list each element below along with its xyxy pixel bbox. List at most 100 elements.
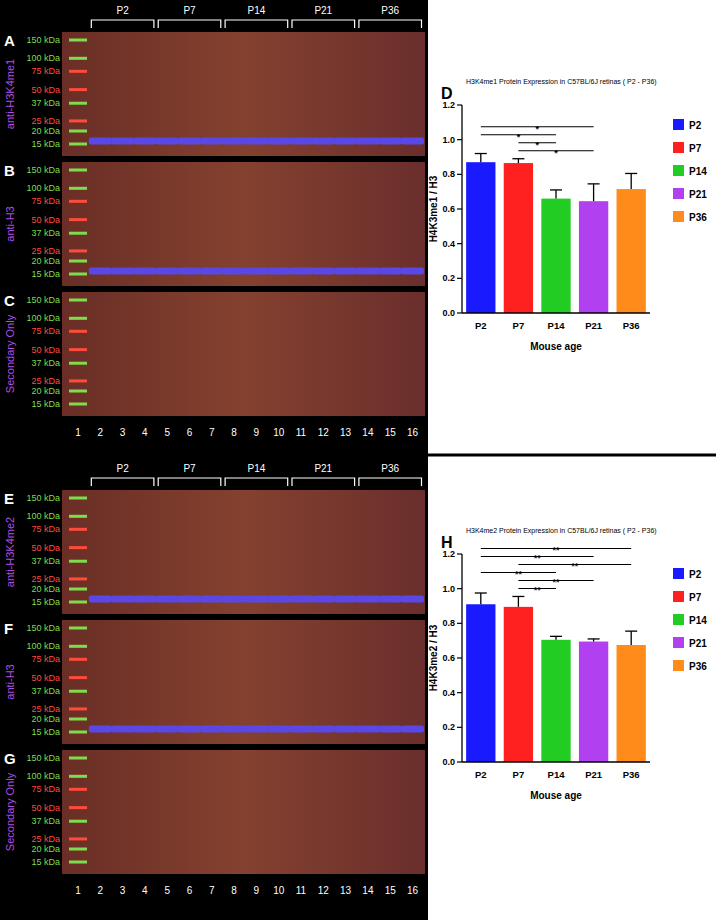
- y-axis: [461, 554, 462, 762]
- lane-number: 10: [273, 427, 285, 438]
- lane-number: 16: [407, 885, 419, 896]
- lane-number: 2: [98, 885, 104, 896]
- error-cap: [475, 153, 487, 154]
- legend-label: P14: [689, 166, 707, 177]
- protein-band: [156, 726, 179, 733]
- y-tick: [457, 692, 462, 693]
- protein-band: [223, 726, 246, 733]
- group-label: P21: [314, 5, 332, 16]
- lane-number: 5: [164, 427, 170, 438]
- error-bar: [550, 190, 562, 199]
- ladder-label: 150 kDa: [26, 493, 60, 503]
- significance-label: *: [517, 132, 521, 142]
- error-bar: [475, 154, 487, 163]
- ladder-label: 37 kDa: [31, 98, 60, 108]
- legend-label: P2: [689, 569, 702, 580]
- bar: [504, 607, 533, 762]
- ladder-band: [69, 707, 87, 710]
- protein-band: [178, 726, 201, 733]
- y-tick: [457, 174, 462, 175]
- ladder-label: 15 kDa: [31, 727, 60, 737]
- protein-band: [156, 596, 179, 603]
- ladder-band: [69, 528, 87, 531]
- protein-band: [223, 138, 246, 145]
- ladder-band: [69, 848, 87, 851]
- lane-number: 1: [75, 427, 81, 438]
- y-tick-label: 1.0: [442, 584, 455, 594]
- significance-label: **: [552, 577, 560, 587]
- x-axis-label: Mouse age: [530, 790, 582, 801]
- ladder-label: 150 kDa: [26, 165, 60, 175]
- ladder-band: [69, 757, 87, 760]
- ladder-label: 150 kDa: [26, 753, 60, 763]
- significance-label: **: [571, 561, 579, 571]
- protein-band: [312, 726, 335, 733]
- error-cap: [475, 592, 487, 593]
- panel-letter: C: [4, 292, 15, 309]
- protein-band: [245, 138, 268, 145]
- error-cap: [588, 638, 600, 639]
- ladder-label: 100 kDa: [26, 511, 60, 521]
- protein-band: [334, 138, 357, 145]
- error-line: [593, 184, 594, 201]
- y-tick: [457, 727, 462, 728]
- ladder-label: 25 kDa: [31, 376, 60, 386]
- ladder-band: [69, 515, 87, 518]
- ladder-label: 25 kDa: [31, 834, 60, 844]
- group-label: P2: [116, 5, 129, 16]
- legend-label: P14: [689, 615, 707, 626]
- antibody-label: Secondary Only: [4, 314, 16, 393]
- error-cap: [625, 630, 637, 631]
- lane-number: 1: [75, 885, 81, 896]
- lane-number: 9: [254, 885, 260, 896]
- protein-band: [89, 138, 112, 145]
- panel-letter: G: [4, 750, 16, 767]
- group-label: P7: [183, 5, 196, 16]
- protein-band: [312, 596, 335, 603]
- protein-band: [223, 268, 246, 275]
- ladder-band: [69, 837, 87, 840]
- legend-swatch: [673, 660, 684, 671]
- protein-band: [111, 268, 134, 275]
- group-label: P14: [248, 463, 266, 474]
- error-bar: [550, 636, 562, 639]
- group-label: P36: [381, 463, 399, 474]
- protein-band: [290, 726, 313, 733]
- y-tick-label: 0.2: [442, 722, 455, 732]
- ladder-band: [69, 627, 87, 630]
- group-label: P7: [183, 463, 196, 474]
- protein-band: [334, 726, 357, 733]
- ladder-band: [69, 403, 87, 406]
- protein-band: [133, 726, 156, 733]
- ladder-band: [69, 57, 87, 60]
- ladder-band: [69, 169, 87, 172]
- y-tick-label: 0.6: [442, 653, 455, 663]
- ladder-label: 150 kDa: [26, 623, 60, 633]
- group-bracket: [91, 478, 154, 486]
- protein-band: [245, 596, 268, 603]
- lane-number: 8: [231, 427, 237, 438]
- protein-band: [334, 596, 357, 603]
- ladder-label: 75 kDa: [31, 654, 60, 664]
- y-tick: [457, 761, 462, 762]
- error-bar: [475, 593, 487, 604]
- ladder-label: 20 kDa: [31, 584, 60, 594]
- bar: [541, 640, 570, 762]
- ladder-label: 100 kDa: [26, 183, 60, 193]
- ladder-band: [69, 200, 87, 203]
- y-axis-label: H4K3me1 / H3: [428, 175, 439, 242]
- protein-band: [356, 268, 379, 275]
- ladder-band: [69, 348, 87, 351]
- protein-band: [290, 268, 313, 275]
- ladder-label: 20 kDa: [31, 714, 60, 724]
- lane-number: 12: [318, 427, 330, 438]
- group-label: P36: [381, 5, 399, 16]
- ladder-band: [69, 806, 87, 809]
- background: [0, 0, 716, 920]
- bars: [466, 154, 646, 313]
- protein-band: [111, 596, 134, 603]
- x-tick-label: P21: [585, 769, 603, 780]
- protein-band: [334, 268, 357, 275]
- lane-number: 14: [362, 885, 374, 896]
- blot-membrane: [62, 292, 425, 416]
